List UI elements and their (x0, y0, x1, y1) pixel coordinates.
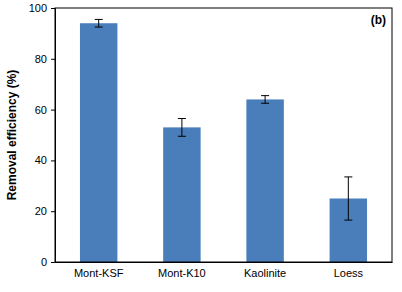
y-tick-label: 80 (35, 53, 47, 65)
plot: 0 20 40 60 80 100 Mont-KSF Mont-K10 Kaolinite Loe… (29, 2, 393, 279)
y-tick-mark (51, 110, 55, 111)
bar (163, 127, 200, 262)
frame (55, 8, 392, 262)
error-cap (344, 220, 352, 221)
error-stem (265, 96, 266, 104)
y-tick-label: 20 (35, 205, 47, 217)
error-cap (178, 136, 186, 137)
x-tick-label: Kaolinite (244, 267, 286, 279)
x-tick: Kaolinite (244, 262, 286, 279)
y-tick-label: 40 (35, 154, 47, 166)
y-tick-label: 0 (41, 256, 47, 268)
y-tick: 0 (41, 256, 55, 268)
error-cap (178, 118, 186, 119)
error-bar (95, 19, 103, 27)
error-cap (95, 27, 103, 28)
error-cap (344, 176, 352, 177)
x-tick: Mont-KSF (74, 262, 124, 279)
error-bar (344, 177, 352, 220)
y-tick-label: 60 (35, 104, 47, 116)
chart: 0 20 40 60 80 100 Mont-KSF Mont-K10 Kaolinite Loe… (0, 0, 402, 292)
error-cap (261, 95, 269, 96)
y-axis-line (51, 9, 56, 263)
y-tick-mark (51, 160, 55, 161)
y-tick: 60 (35, 104, 55, 116)
y-axis-title: Removal efficiency (%) (5, 70, 19, 201)
error-bar (178, 118, 186, 136)
bar (80, 23, 117, 262)
y-tick-mark (51, 8, 55, 9)
y-tick-mark (51, 211, 55, 212)
y-tick: 40 (35, 154, 55, 166)
x-tick: Loess (334, 262, 364, 279)
annotation: (b) (371, 13, 386, 27)
y-tick: 100 (29, 2, 55, 14)
x-tick: Mont-K10 (158, 262, 206, 279)
y-tick-mark (51, 59, 55, 60)
x-axis-line (56, 262, 393, 263)
x-tick-label: Loess (334, 267, 364, 279)
y-tick: 80 (35, 53, 55, 65)
bar (246, 99, 283, 262)
y-tick-mark (51, 262, 55, 263)
y-tick-label: 100 (29, 2, 47, 14)
error-stem (348, 177, 349, 220)
x-tick-label: Mont-K10 (158, 267, 206, 279)
error-cap (95, 19, 103, 20)
error-stem (181, 118, 182, 136)
error-stem (98, 19, 99, 27)
marks (80, 19, 367, 262)
error-cap (261, 103, 269, 104)
x-axis: Mont-KSF Mont-K10 Kaolinite Loess (56, 262, 393, 279)
y-tick: 20 (35, 205, 55, 217)
error-bar (261, 96, 269, 104)
x-tick-label: Mont-KSF (74, 267, 124, 279)
y-axis: 0 20 40 60 80 100 (29, 2, 56, 268)
